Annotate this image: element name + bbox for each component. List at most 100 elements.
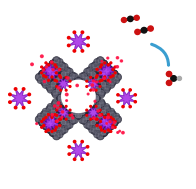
Circle shape	[103, 103, 110, 110]
Circle shape	[60, 98, 68, 106]
Circle shape	[59, 118, 61, 120]
Circle shape	[108, 68, 113, 73]
Circle shape	[103, 125, 111, 133]
Circle shape	[92, 95, 101, 103]
Circle shape	[51, 131, 53, 132]
Circle shape	[47, 85, 52, 90]
Circle shape	[68, 92, 77, 100]
Circle shape	[68, 85, 73, 90]
Circle shape	[56, 105, 61, 110]
Circle shape	[117, 101, 119, 103]
Circle shape	[54, 85, 63, 93]
Circle shape	[87, 88, 92, 93]
Circle shape	[65, 105, 67, 107]
Circle shape	[59, 124, 65, 131]
Circle shape	[76, 84, 78, 87]
Circle shape	[74, 77, 82, 85]
Circle shape	[97, 110, 99, 112]
Circle shape	[75, 113, 80, 118]
Circle shape	[54, 114, 59, 118]
Circle shape	[69, 115, 75, 121]
Circle shape	[51, 62, 55, 66]
Circle shape	[99, 122, 104, 127]
Circle shape	[85, 95, 90, 100]
Circle shape	[63, 122, 71, 130]
Circle shape	[82, 84, 90, 91]
Circle shape	[85, 87, 94, 95]
Circle shape	[95, 105, 97, 107]
Circle shape	[110, 112, 115, 117]
Circle shape	[47, 65, 52, 70]
Circle shape	[98, 68, 106, 76]
Circle shape	[91, 82, 99, 90]
Circle shape	[35, 115, 43, 123]
Circle shape	[53, 122, 57, 127]
Circle shape	[49, 119, 54, 123]
Circle shape	[38, 78, 42, 82]
Circle shape	[105, 85, 109, 90]
Circle shape	[110, 74, 117, 81]
Circle shape	[43, 70, 44, 71]
Circle shape	[74, 110, 80, 116]
Circle shape	[100, 66, 101, 68]
Circle shape	[107, 114, 109, 116]
Circle shape	[109, 81, 111, 83]
Circle shape	[101, 110, 106, 115]
Circle shape	[84, 95, 92, 103]
Circle shape	[94, 103, 103, 111]
Circle shape	[119, 130, 121, 132]
Circle shape	[122, 18, 127, 22]
Circle shape	[42, 80, 47, 84]
Circle shape	[61, 111, 64, 113]
Circle shape	[78, 102, 83, 106]
Circle shape	[56, 125, 61, 130]
Circle shape	[61, 72, 66, 76]
Circle shape	[112, 72, 116, 76]
Circle shape	[114, 66, 116, 68]
Circle shape	[60, 77, 62, 78]
Circle shape	[55, 130, 59, 134]
Circle shape	[74, 90, 78, 95]
Circle shape	[56, 80, 58, 82]
Circle shape	[37, 113, 44, 119]
Circle shape	[107, 64, 109, 66]
Circle shape	[67, 115, 71, 120]
Circle shape	[83, 77, 87, 81]
Circle shape	[106, 67, 115, 74]
Circle shape	[44, 124, 48, 128]
Circle shape	[63, 100, 68, 105]
Circle shape	[71, 114, 73, 116]
Circle shape	[56, 87, 61, 91]
Circle shape	[93, 63, 97, 68]
Circle shape	[94, 85, 102, 93]
Circle shape	[75, 77, 83, 85]
Circle shape	[61, 79, 70, 86]
Circle shape	[73, 103, 82, 111]
Circle shape	[56, 90, 60, 94]
Circle shape	[60, 84, 64, 88]
Circle shape	[41, 121, 43, 122]
Circle shape	[110, 70, 118, 78]
Circle shape	[105, 127, 110, 132]
Circle shape	[113, 113, 120, 119]
Polygon shape	[59, 80, 67, 88]
Circle shape	[85, 123, 89, 127]
Circle shape	[31, 63, 33, 66]
Circle shape	[22, 88, 25, 90]
Circle shape	[54, 65, 63, 73]
Circle shape	[57, 87, 60, 89]
Circle shape	[40, 120, 45, 125]
Circle shape	[101, 62, 106, 66]
Circle shape	[116, 57, 119, 59]
Circle shape	[35, 73, 43, 81]
Circle shape	[112, 76, 116, 80]
Circle shape	[129, 105, 131, 108]
Circle shape	[39, 70, 47, 78]
Circle shape	[49, 108, 57, 116]
Polygon shape	[117, 89, 136, 107]
Circle shape	[89, 112, 94, 116]
Circle shape	[65, 77, 67, 78]
Circle shape	[106, 115, 111, 120]
Circle shape	[67, 97, 72, 101]
Circle shape	[84, 75, 92, 83]
